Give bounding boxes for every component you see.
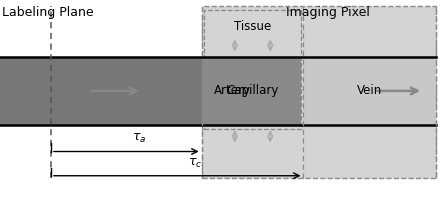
- Text: Capillary: Capillary: [226, 84, 279, 97]
- Bar: [303, 57, 436, 125]
- Text: $\tau_c$: $\tau_c$: [188, 157, 202, 170]
- Text: $\tau_a$: $\tau_a$: [132, 132, 147, 145]
- Bar: [202, 57, 301, 125]
- Text: Labeling Plane: Labeling Plane: [2, 6, 94, 19]
- Bar: [0, 57, 202, 125]
- Bar: [204, 10, 301, 129]
- Text: Vein: Vein: [358, 84, 382, 97]
- Text: Tissue: Tissue: [234, 20, 271, 33]
- Bar: [202, 6, 436, 178]
- Text: Imaging Pixel: Imaging Pixel: [286, 6, 370, 19]
- Text: Artery: Artery: [214, 84, 251, 97]
